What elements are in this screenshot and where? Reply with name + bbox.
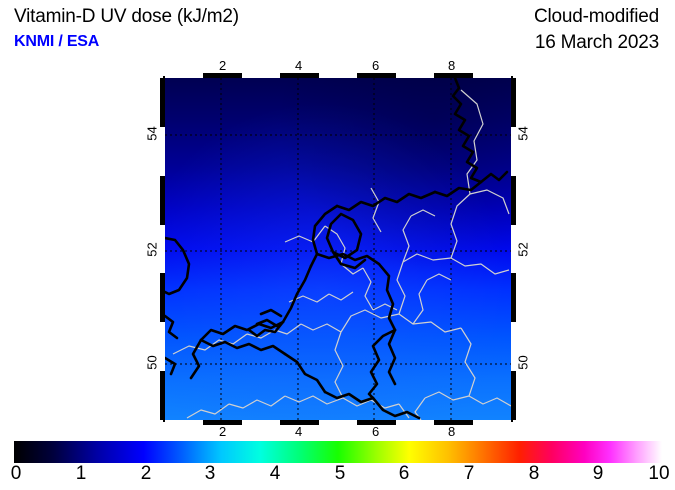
lat-tick-left-52: 52: [144, 242, 160, 257]
map-plot: [160, 73, 516, 425]
lon-tick-bottom-2: 2: [219, 424, 227, 439]
colorbar-tick-6: 6: [398, 463, 410, 484]
lon-tick-top-8: 8: [448, 58, 456, 73]
tick-marks-top: [165, 73, 511, 78]
attribution-label: KNMI / ESA: [14, 33, 100, 50]
colorbar: [14, 441, 662, 463]
colorbar-tick-9: 9: [592, 463, 604, 484]
tick-marks-left: [160, 78, 165, 421]
map-raster: [165, 78, 511, 420]
page-title: Vitamin-D UV dose (kJ/m2): [14, 6, 239, 27]
colorbar-tick-4: 4: [269, 463, 281, 484]
colorbar-tick-0: 0: [10, 463, 22, 484]
map-frame: [163, 76, 513, 422]
lat-tick-left-54: 54: [144, 126, 160, 141]
colorbar-tick-8: 8: [528, 463, 540, 484]
colorbar-tick-3: 3: [204, 463, 216, 484]
lat-tick-right-50: 50: [515, 355, 531, 370]
colorbar-tick-10: 10: [648, 463, 670, 484]
map-svg: [165, 78, 511, 420]
colorbar-tick-labels: 0 1 2 3 4 5 6 7 8 9 10: [0, 463, 675, 487]
lon-tick-bottom-8: 8: [448, 424, 456, 439]
tick-marks-right: [511, 78, 516, 421]
colorbar-tick-5: 5: [334, 463, 346, 484]
lat-tick-right-52: 52: [515, 242, 531, 257]
product-type-label: Cloud-modified: [534, 6, 659, 27]
lon-tick-top-4: 4: [295, 58, 303, 73]
tick-marks-bottom: [165, 420, 511, 425]
colorbar-tick-1: 1: [75, 463, 87, 484]
lat-tick-right-54: 54: [515, 126, 531, 141]
graticule: [165, 78, 511, 420]
lat-tick-left-50: 50: [144, 355, 160, 370]
lon-tick-bottom-4: 4: [295, 424, 303, 439]
colorbar-gradient: [14, 441, 662, 463]
uv-field-shadow: [165, 78, 511, 420]
date-label: 16 March 2023: [534, 32, 659, 53]
coastline: [165, 78, 509, 420]
colorbar-tick-7: 7: [463, 463, 475, 484]
lon-tick-top-6: 6: [372, 58, 380, 73]
lon-tick-top-2: 2: [219, 58, 227, 73]
colorbar-tick-2: 2: [140, 463, 152, 484]
lon-tick-bottom-6: 6: [372, 424, 380, 439]
